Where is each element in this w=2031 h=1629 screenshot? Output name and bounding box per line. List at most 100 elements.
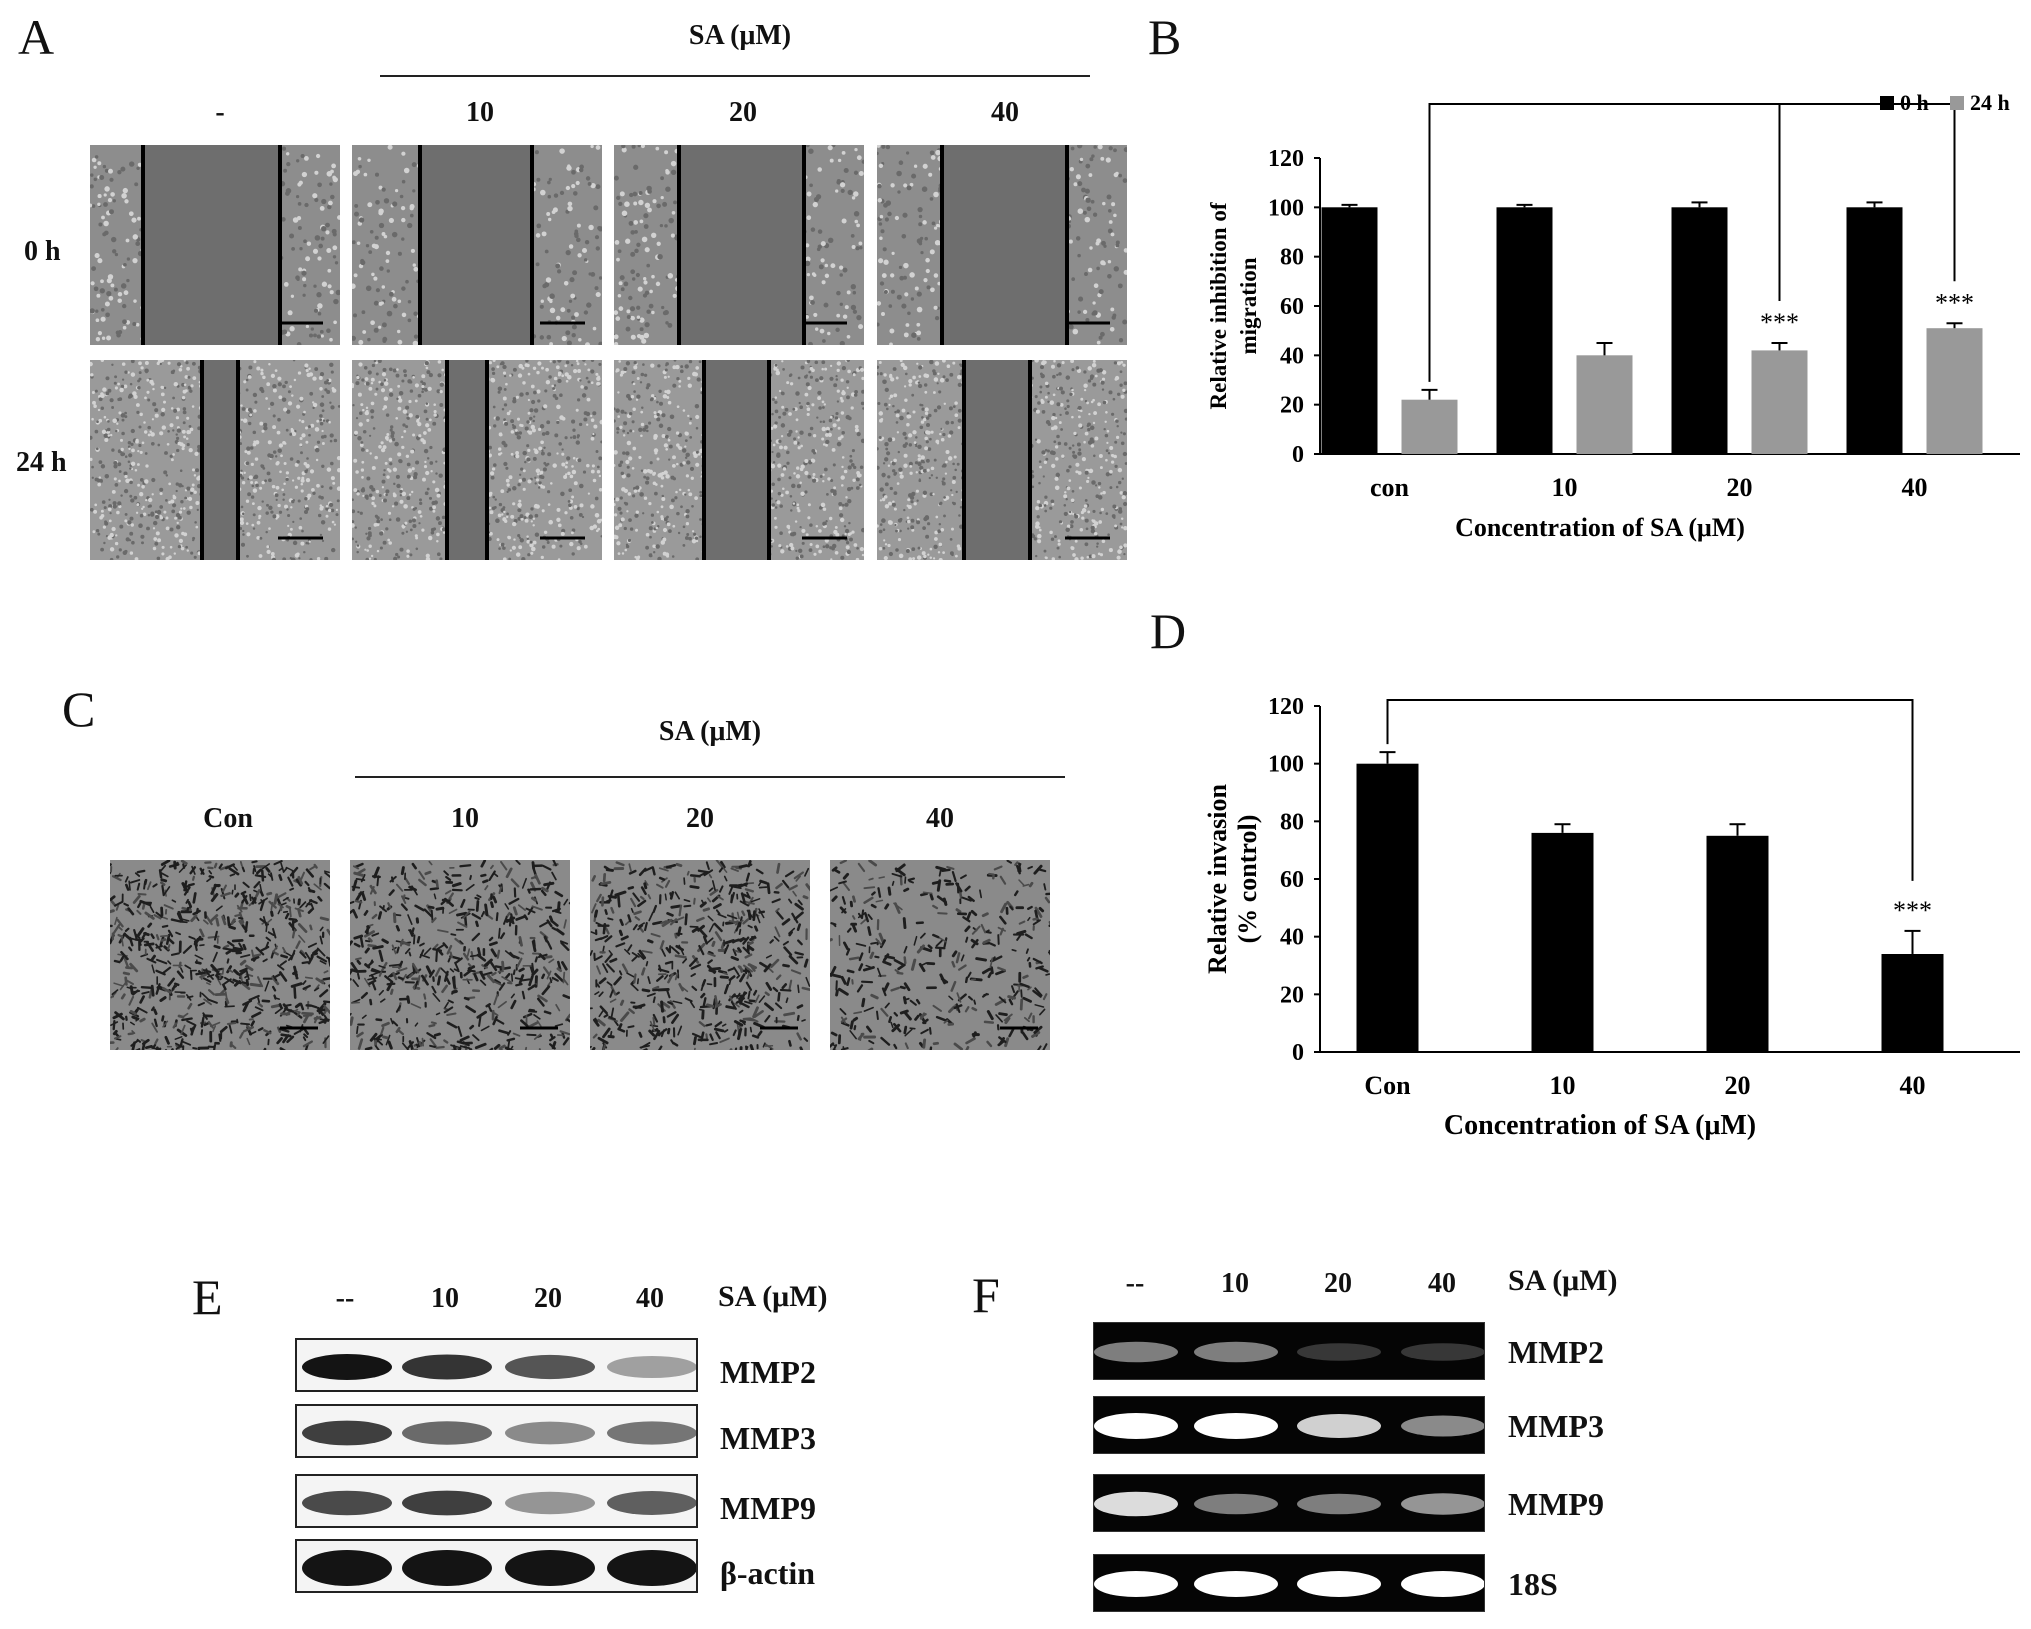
panel-e-lane-3: 40 <box>636 1283 664 1314</box>
blot-band <box>302 1490 392 1516</box>
panel-e-letter: E <box>192 1269 223 1325</box>
bar <box>1531 832 1594 1052</box>
bar <box>1846 207 1903 454</box>
invasion-micrograph <box>350 860 570 1050</box>
gel-band <box>1094 1571 1178 1597</box>
panel-b-letter: B <box>1148 9 1182 65</box>
panel-f-treatment-label: SA (μM) <box>1508 1264 1618 1297</box>
y-tick-label: 20 <box>1280 393 1304 419</box>
gel-band <box>1297 1571 1381 1597</box>
y-tick-label: 80 <box>1280 809 1304 835</box>
bar <box>1671 207 1728 454</box>
western-blot-row <box>295 1474 698 1528</box>
blot-band <box>402 1421 492 1445</box>
y-tick-label: 120 <box>1268 146 1304 172</box>
x-tick-label: 10 <box>1552 473 1578 502</box>
y-axis-label: migration <box>1236 257 1261 354</box>
panel-a-row-label-0: 0 h <box>24 236 61 267</box>
gel-row <box>1093 1322 1485 1380</box>
panel-f-lane-2: 20 <box>1324 1268 1352 1299</box>
blot-band <box>505 1354 595 1380</box>
panel-a-treatment-label: SA (μM) <box>688 20 792 51</box>
y-tick-label: 0 <box>1292 442 1304 468</box>
scratch-micrograph <box>614 360 864 560</box>
x-tick-label: con <box>1370 473 1410 502</box>
western-blot-row <box>295 1338 698 1392</box>
panel-c-treatment-line <box>355 776 1065 778</box>
bar <box>1706 835 1769 1053</box>
panel-e-lane-2: 20 <box>534 1283 562 1314</box>
panel-f-letter: F <box>972 1267 1000 1323</box>
western-blot-row <box>295 1539 698 1593</box>
blot-band <box>302 1550 392 1586</box>
blot-band <box>607 1355 696 1379</box>
gel-band <box>1194 1413 1278 1439</box>
panel-a-row-label-1: 24 h <box>16 447 67 478</box>
bar <box>1926 328 1983 454</box>
y-tick-label: 40 <box>1280 343 1304 369</box>
x-tick-label: Con <box>1364 1071 1411 1100</box>
gel-band <box>1401 1571 1484 1597</box>
gel-band <box>1194 1493 1278 1515</box>
gel-band <box>1401 1415 1484 1437</box>
gel-band <box>1094 1413 1178 1439</box>
bar <box>1321 207 1378 454</box>
y-axis-label: (% control) <box>1233 815 1262 944</box>
gel-band-label: MMP2 <box>1508 1334 1604 1370</box>
panel-c-col-label-0: Con <box>203 803 253 834</box>
panel-c-col-label-3: 40 <box>926 803 954 834</box>
invasion-micrograph <box>590 860 810 1050</box>
gel-row <box>1093 1396 1485 1454</box>
blot-band <box>505 1491 595 1515</box>
y-tick-label: 100 <box>1268 752 1304 778</box>
western-blot-row <box>295 1404 698 1458</box>
y-tick-label: 0 <box>1292 1040 1304 1066</box>
gel-row <box>1093 1554 1485 1612</box>
gel-band-label: MMP3 <box>1508 1408 1604 1444</box>
significance-bracket <box>1428 103 1956 382</box>
x-axis-label: Concentration of SA (μM) <box>1444 1110 1756 1141</box>
gel-band <box>1297 1493 1381 1515</box>
panel-a-col-label-1: 10 <box>466 97 494 128</box>
significance-marker: *** <box>1893 896 1932 925</box>
y-axis-label: Relative inhibition of <box>1206 202 1231 409</box>
x-tick-label: 20 <box>1725 1071 1751 1100</box>
gel-band <box>1194 1571 1278 1597</box>
scratch-micrograph <box>614 145 864 345</box>
panel-c-col-label-1: 10 <box>451 803 479 834</box>
blot-band <box>607 1491 696 1515</box>
panel-a-letter: A <box>18 9 55 65</box>
x-tick-label: 10 <box>1550 1071 1576 1100</box>
x-tick-label: 20 <box>1727 473 1753 502</box>
gel-band <box>1094 1491 1178 1517</box>
legend-label: 0 h <box>1900 90 1929 115</box>
significance-marker: *** <box>1935 288 1974 317</box>
scratch-micrograph <box>877 145 1127 345</box>
gel-band <box>1401 1493 1484 1515</box>
panel-e-lane-1: 10 <box>431 1283 459 1314</box>
panel-d-chart: 0 20 40 60 80 100 120 Con 10 20 40 *** Concentration… <box>1203 694 2020 1141</box>
blot-band <box>505 1550 595 1586</box>
gel-band <box>1401 1343 1484 1361</box>
panel-c-treatment-label: SA (μM) <box>658 716 762 747</box>
panel-a-treatment-line <box>380 75 1090 77</box>
x-tick-label: 40 <box>1900 1071 1926 1100</box>
panel-a-col-label-3: 40 <box>991 97 1019 128</box>
blot-band-label: β-actin <box>720 1555 816 1591</box>
gel-band <box>1094 1341 1178 1363</box>
bar <box>1751 350 1808 454</box>
y-tick-label: 120 <box>1268 694 1304 720</box>
y-tick-label: 100 <box>1268 195 1304 221</box>
scratch-micrograph <box>90 145 340 345</box>
panel-a-col-label-0: - <box>215 97 225 128</box>
panel-c-letter: C <box>62 681 96 737</box>
panel-f-lane-0: -- <box>1125 1268 1145 1299</box>
blot-band-label: MMP2 <box>720 1354 816 1390</box>
blot-band <box>505 1421 595 1445</box>
blot-band-label: MMP9 <box>720 1490 816 1526</box>
significance-bracket <box>1386 699 1914 881</box>
gel-band <box>1297 1414 1381 1438</box>
gel-band-label: MMP9 <box>1508 1486 1604 1522</box>
panel-f-lane-3: 40 <box>1428 1268 1456 1299</box>
gel-band <box>1194 1341 1278 1363</box>
